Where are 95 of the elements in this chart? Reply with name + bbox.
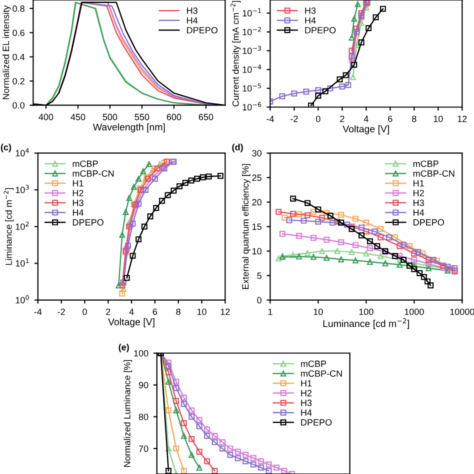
y-tick-label: 0 (257, 297, 262, 304)
y-axis-title: Normalized Luminance [%] (124, 360, 132, 467)
x-tick-label: 12 (220, 308, 230, 315)
legend-label: H3 (72, 200, 84, 206)
y-axis-title: External quantum efficiency [%] (242, 164, 250, 289)
legend-label: mCBP (413, 160, 438, 167)
x-tick-label: 650 (198, 114, 214, 120)
chart-title: (d) (232, 144, 243, 152)
y-tick-label: 10$^{−3}$ (242, 46, 262, 54)
x-tick-label: 0 (316, 116, 320, 122)
legend-label: H4 (72, 210, 84, 216)
y-tick-label: 0.2 (12, 78, 24, 84)
x-tick-label: 4 (364, 116, 368, 122)
y-tick-label: 70 (138, 446, 148, 452)
y-tick-label: 10$^{−2}$ (242, 26, 261, 36)
x-tick-label: 400 (38, 114, 54, 120)
y-tick-label: 10$^{2}$ (16, 222, 29, 230)
legend-label: DPEPO (72, 219, 104, 226)
y-tick-label: 10$^{−1}$ (242, 8, 261, 16)
x-tick-label: 0 (82, 308, 87, 316)
x-axis-title: Voltage [V] (342, 125, 389, 134)
legend-label: DPEPO (187, 27, 218, 34)
legend-label: H1 (414, 180, 424, 186)
x-tick-label: 100 (359, 308, 374, 316)
x-axis-title: Voltage [V] (108, 318, 154, 328)
legend-label: mCBP-CN (301, 370, 342, 377)
legend-label: H4 (305, 17, 316, 24)
x-tick-label: -2 (290, 116, 298, 122)
legend-label: H2 (414, 190, 424, 196)
x-tick-label: 1 (268, 308, 272, 315)
x-tick-label: 8 (412, 116, 416, 122)
x-tick-label: -4 (34, 308, 42, 315)
legend-label: H4 (187, 17, 198, 24)
x-tick-label: 4 (129, 308, 134, 315)
legend-label: DPEPO (305, 27, 336, 34)
chart-title: (e) (118, 344, 129, 352)
y-tick-label: 10$^{−5}$ (242, 83, 261, 92)
x-axis-title: Luminance [cd m$^{−2}$] (323, 318, 409, 329)
y-tick-label: 10$^{−4}$ (242, 64, 262, 73)
legend-label: mCBP (301, 360, 326, 367)
x-tick-label: 550 (134, 114, 150, 120)
x-tick-label: 6 (388, 116, 392, 122)
y-tick-label: 0.6 (12, 30, 24, 36)
x-tick-label: -2 (58, 308, 65, 315)
x-tick-label: 12 (458, 116, 467, 122)
legend-label: H3 (301, 400, 312, 406)
legend-label: H4 (414, 210, 424, 216)
chart-title: (c) (0, 144, 12, 152)
legend-label: mCBP (72, 160, 98, 167)
y-tick-label: 0.8 (12, 5, 24, 12)
y-tick-label: 80 (138, 414, 148, 420)
y-tick-label: 10$^{−6}$ (242, 102, 262, 110)
x-tick-label: 450 (70, 114, 86, 120)
legend-label: DPEPO (301, 419, 332, 426)
y-axis-title: Liminance [cd m$^{−2}$] (4, 188, 14, 265)
y-tick-label: 0.0 (12, 102, 24, 109)
x-tick-label: 2 (340, 116, 344, 122)
y-tick-label: 15 (252, 224, 262, 230)
y-tick-label: 20 (252, 199, 262, 206)
y-axis-title: Current density [mA cm$^{−2}$] (230, 0, 241, 106)
x-tick-label: 8 (176, 308, 180, 316)
y-tick-label: 90 (138, 382, 148, 388)
legend-label: H2 (301, 390, 312, 396)
x-tick-label: 10 (197, 308, 206, 316)
y-tick-label: 5 (257, 272, 262, 279)
x-tick-label: 10000 (450, 308, 474, 316)
x-axis-title: Wavelength [nm] (92, 123, 165, 132)
y-tick-label: 25 (252, 174, 262, 181)
y-axis-title: Normalized EL intensity (2, 5, 11, 100)
x-tick-label: 10 (434, 116, 443, 122)
legend-label: H2 (72, 190, 84, 196)
y-tick-label: 100 (134, 350, 148, 356)
legend-label: H1 (301, 380, 312, 386)
y-tick-label: 10$^{0}$ (16, 295, 29, 304)
legend-label: H1 (72, 180, 84, 186)
legend-label: H3 (414, 200, 424, 206)
y-tick-label: 10$^{4}$ (16, 148, 29, 156)
legend-label: H3 (305, 7, 316, 14)
legend-label: mCBP-CN (72, 170, 114, 177)
legend-label: H3 (187, 7, 198, 14)
x-tick-label: 500 (102, 114, 118, 120)
y-tick-label: 10$^{3}$ (16, 184, 29, 194)
y-tick-label: 10$^{1}$ (16, 258, 29, 267)
x-tick-label: 1000 (404, 308, 424, 316)
legend-label: mCBP-CN (413, 170, 454, 177)
y-tick-label: 30 (252, 150, 262, 156)
x-tick-label: 10 (314, 308, 323, 316)
x-tick-label: 600 (166, 114, 182, 120)
y-tick-label: 0.4 (12, 54, 25, 60)
x-tick-label: 6 (152, 308, 158, 316)
x-tick-label: 2 (106, 308, 110, 315)
y-tick-label: 10 (252, 248, 262, 254)
legend-label: DPEPO (414, 219, 444, 226)
x-tick-label: -4 (266, 116, 274, 122)
legend-label: H4 (301, 410, 312, 416)
